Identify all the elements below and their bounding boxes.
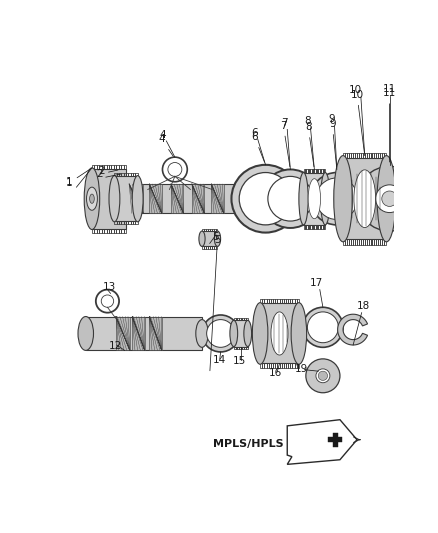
Polygon shape: [116, 317, 130, 350]
Polygon shape: [260, 303, 299, 364]
Text: 12: 12: [109, 341, 122, 351]
Ellipse shape: [244, 320, 251, 346]
Text: 14: 14: [213, 355, 226, 365]
Polygon shape: [171, 184, 184, 213]
Text: 18: 18: [357, 301, 370, 311]
Text: 5: 5: [210, 235, 221, 371]
Circle shape: [268, 176, 313, 221]
Text: 4: 4: [160, 130, 166, 140]
Polygon shape: [192, 184, 204, 213]
Ellipse shape: [299, 173, 308, 225]
Polygon shape: [132, 317, 145, 350]
Polygon shape: [211, 184, 224, 213]
Ellipse shape: [87, 187, 97, 210]
Polygon shape: [234, 320, 248, 346]
Polygon shape: [129, 184, 143, 213]
Text: 6: 6: [251, 132, 265, 162]
Polygon shape: [241, 188, 250, 209]
Circle shape: [231, 165, 300, 232]
Text: 5: 5: [212, 231, 219, 241]
Ellipse shape: [252, 303, 268, 364]
Polygon shape: [114, 176, 138, 221]
Text: 2: 2: [96, 169, 118, 179]
Circle shape: [261, 169, 320, 228]
Polygon shape: [328, 438, 342, 442]
Circle shape: [316, 369, 330, 383]
Ellipse shape: [377, 156, 396, 242]
Circle shape: [307, 312, 339, 343]
Circle shape: [303, 308, 343, 348]
Text: 4: 4: [159, 134, 173, 156]
Ellipse shape: [321, 173, 330, 225]
Polygon shape: [202, 231, 218, 246]
Polygon shape: [304, 173, 325, 225]
Circle shape: [376, 185, 403, 213]
Polygon shape: [86, 317, 202, 350]
Circle shape: [207, 320, 235, 348]
Text: MPLS/HPLS: MPLS/HPLS: [213, 439, 283, 449]
Ellipse shape: [90, 194, 94, 203]
Ellipse shape: [230, 320, 238, 346]
Ellipse shape: [199, 231, 205, 246]
Ellipse shape: [271, 312, 288, 355]
Ellipse shape: [291, 303, 307, 364]
Ellipse shape: [109, 175, 120, 222]
Ellipse shape: [132, 175, 143, 222]
Polygon shape: [343, 158, 386, 239]
Ellipse shape: [78, 317, 93, 350]
Circle shape: [202, 315, 239, 352]
Text: 1: 1: [65, 169, 90, 188]
Text: 11: 11: [383, 88, 396, 162]
Ellipse shape: [334, 156, 352, 242]
Ellipse shape: [196, 320, 208, 348]
Polygon shape: [149, 184, 162, 213]
Text: 13: 13: [102, 282, 116, 292]
Circle shape: [306, 359, 340, 393]
Text: 11: 11: [383, 84, 396, 94]
Polygon shape: [333, 433, 338, 447]
Text: 15: 15: [233, 356, 246, 366]
Text: 8: 8: [305, 122, 314, 167]
Text: 9: 9: [328, 115, 335, 125]
Polygon shape: [92, 168, 127, 229]
Ellipse shape: [84, 168, 100, 230]
Circle shape: [382, 191, 397, 206]
Text: 10: 10: [349, 85, 362, 95]
Text: 1: 1: [65, 177, 72, 187]
Text: 6: 6: [251, 127, 258, 138]
Text: 16: 16: [269, 368, 282, 378]
Ellipse shape: [308, 179, 321, 219]
Polygon shape: [149, 317, 162, 350]
Circle shape: [311, 173, 363, 225]
Text: 2: 2: [98, 166, 105, 176]
Text: 10: 10: [350, 90, 364, 153]
Text: 17: 17: [310, 278, 323, 288]
Text: 19: 19: [295, 364, 308, 374]
Circle shape: [239, 173, 292, 225]
Text: 7: 7: [281, 118, 287, 127]
Circle shape: [318, 371, 328, 381]
Ellipse shape: [214, 231, 221, 246]
Text: 9: 9: [329, 119, 336, 167]
Ellipse shape: [354, 170, 376, 228]
Circle shape: [316, 178, 358, 220]
Text: 7: 7: [280, 120, 290, 167]
Text: 8: 8: [304, 116, 311, 126]
Circle shape: [357, 166, 422, 231]
Polygon shape: [338, 314, 367, 345]
Polygon shape: [92, 184, 247, 213]
